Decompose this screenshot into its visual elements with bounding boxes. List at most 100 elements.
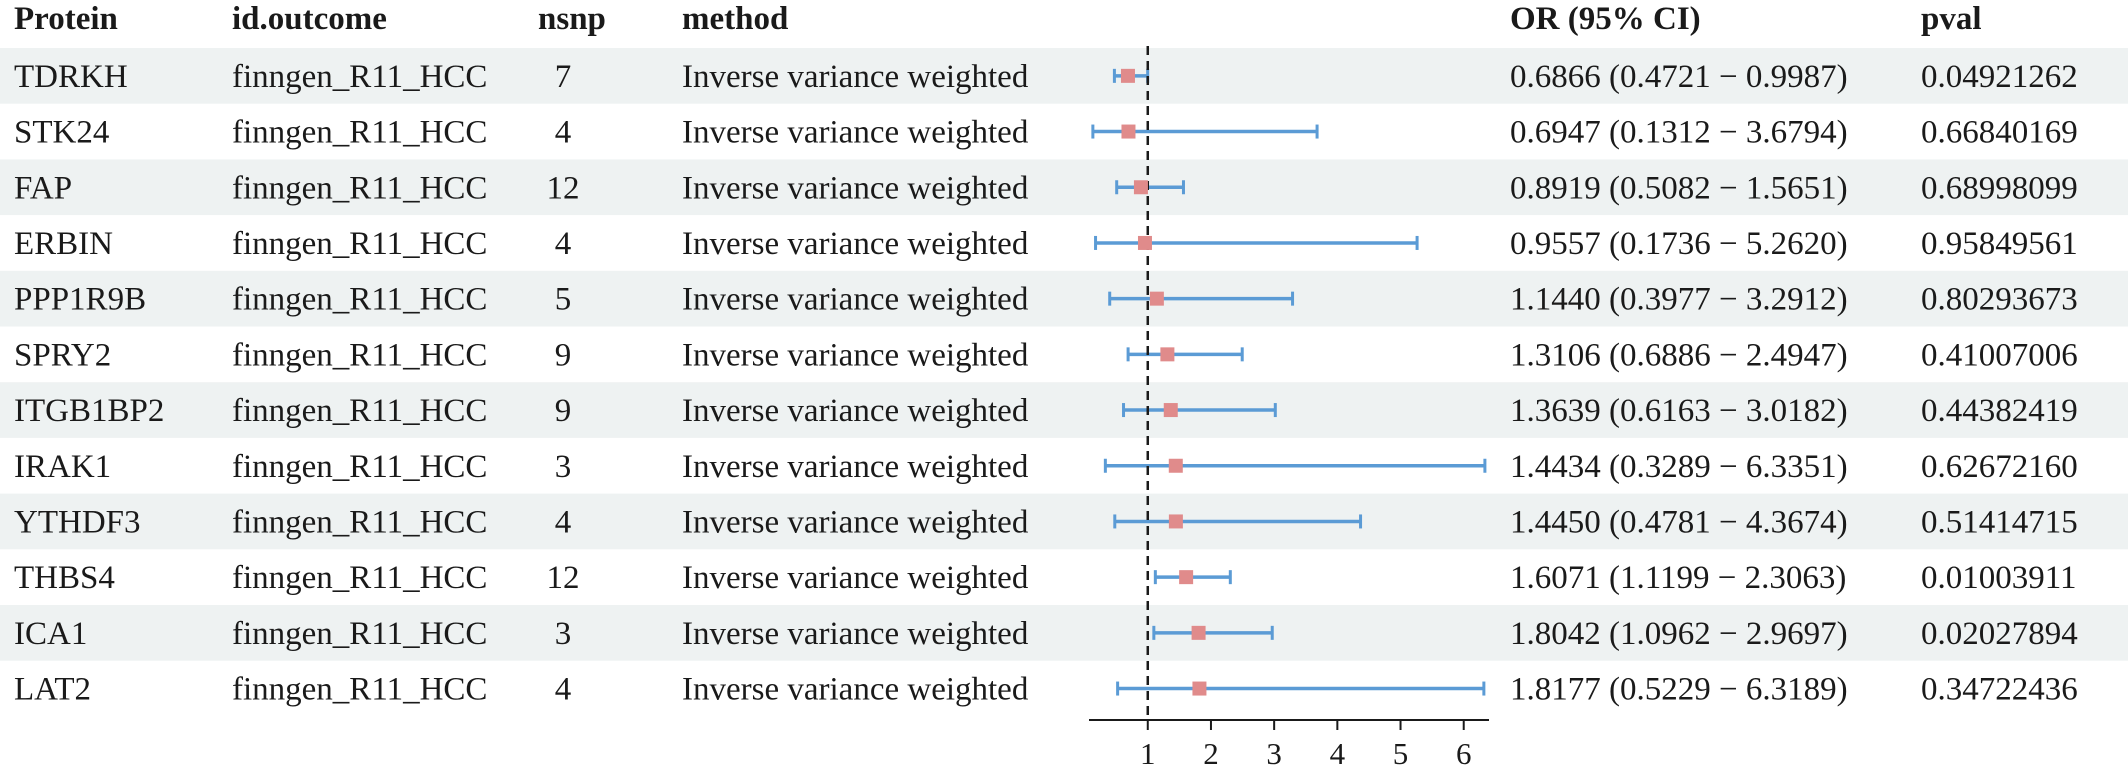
table-row: LAT2 finngen_R11_HCC 4 Inverse variance wei…: [14, 672, 2078, 708]
cell-nsnp: 4: [555, 504, 572, 540]
cell-id-outcome: finngen_R11_HCC: [232, 504, 487, 540]
table-row: TDRKH finngen_R11_HCC 7 Inverse variance we…: [14, 59, 2078, 95]
x-tick-label: 6: [1456, 736, 1472, 771]
cell-or-ci: 1.3106 (0.6886 − 2.4947): [1510, 337, 1848, 373]
cell-id-outcome: finngen_R11_HCC: [232, 115, 487, 151]
cell-id-outcome: finngen_R11_HCC: [232, 59, 487, 95]
cell-method: Inverse variance weighted: [682, 59, 1029, 95]
cell-pval: 0.51414715: [1921, 504, 2078, 540]
cell-protein: IRAK1: [14, 449, 111, 485]
cell-method: Inverse variance weighted: [682, 449, 1029, 485]
x-tick-label: 5: [1393, 736, 1409, 771]
cell-pval: 0.95849561: [1921, 226, 2078, 262]
cell-nsnp: 3: [555, 449, 572, 485]
cell-id-outcome: finngen_R11_HCC: [232, 282, 487, 318]
table-header: Protein id.outcome nsnp method OR (95% C…: [14, 1, 1982, 37]
row-stripe: [0, 382, 2128, 438]
cell-method: Inverse variance weighted: [682, 393, 1029, 429]
point-estimate: [1121, 124, 1136, 139]
cell-or-ci: 1.3639 (0.6163 − 3.0182): [1510, 393, 1848, 429]
cell-method: Inverse variance weighted: [682, 115, 1029, 151]
cell-pval: 0.04921262: [1921, 59, 2078, 95]
point-estimate: [1133, 180, 1148, 195]
cell-nsnp: 9: [555, 393, 572, 429]
cell-protein: STK24: [14, 115, 109, 151]
x-axis: 1 2 3 4 5 6: [1089, 719, 1489, 771]
table-row: FAP finngen_R11_HCC 12 Inverse variance wei…: [14, 170, 2078, 206]
cell-or-ci: 1.8177 (0.5229 − 6.3189): [1510, 672, 1848, 708]
cell-or-ci: 1.4450 (0.4781 − 4.3674): [1510, 504, 1848, 540]
cell-pval: 0.01003911: [1921, 560, 2077, 596]
cell-id-outcome: finngen_R11_HCC: [232, 337, 487, 373]
cell-protein: YTHDF3: [14, 504, 141, 540]
cell-protein: LAT2: [14, 672, 91, 708]
cell-or-ci: 0.9557 (0.1736 − 5.2620): [1510, 226, 1848, 262]
x-axis-ticks: 1 2 3 4 5 6: [1140, 720, 1471, 771]
cell-protein: TDRKH: [14, 59, 128, 95]
point-estimate: [1192, 681, 1207, 696]
point-estimate: [1191, 625, 1206, 640]
cell-pval: 0.02027894: [1921, 616, 2078, 652]
cell-nsnp: 12: [547, 560, 580, 596]
row-stripe: [0, 605, 2128, 661]
point-estimates: [1120, 68, 1207, 696]
cell-id-outcome: finngen_R11_HCC: [232, 672, 487, 708]
table-row: THBS4 finngen_R11_HCC 12 Inverse variance w…: [14, 560, 2077, 596]
cell-nsnp: 5: [555, 282, 572, 318]
table-row: ERBIN finngen_R11_HCC 4 Inverse variance we…: [14, 226, 2078, 262]
cell-protein: ITGB1BP2: [14, 393, 164, 429]
cell-nsnp: 4: [555, 115, 572, 151]
point-estimate: [1163, 403, 1178, 418]
cell-pval: 0.80293673: [1921, 282, 2078, 318]
cell-or-ci: 0.6866 (0.4721 − 0.9987): [1510, 59, 1848, 95]
header-protein: Protein: [14, 1, 118, 37]
cell-protein: SPRY2: [14, 337, 111, 373]
table-row: ICA1 finngen_R11_HCC 3 Inverse variance wei…: [14, 616, 2078, 652]
cell-id-outcome: finngen_R11_HCC: [232, 393, 487, 429]
header-or-ci: OR (95% CI): [1510, 1, 1701, 37]
cell-method: Inverse variance weighted: [682, 337, 1029, 373]
x-tick-label: 1: [1140, 736, 1156, 771]
cell-protein: PPP1R9B: [14, 282, 146, 318]
cell-protein: ERBIN: [14, 226, 113, 262]
header-pval: pval: [1921, 1, 1982, 37]
row-stripe: [0, 159, 2128, 216]
cell-pval: 0.66840169: [1921, 115, 2078, 151]
cell-pval: 0.44382419: [1921, 393, 2078, 429]
cell-or-ci: 1.6071 (1.1199 − 2.3063): [1510, 560, 1846, 596]
cell-or-ci: 0.6947 (0.1312 − 3.6794): [1510, 115, 1848, 151]
point-estimate: [1160, 347, 1175, 362]
cell-method: Inverse variance weighted: [682, 504, 1029, 540]
cell-nsnp: 4: [555, 226, 572, 262]
confidence-intervals: [1091, 68, 1487, 696]
header-nsnp: nsnp: [538, 1, 606, 37]
cell-pval: 0.62672160: [1921, 449, 2078, 485]
cell-method: Inverse variance weighted: [682, 170, 1029, 206]
cell-id-outcome: finngen_R11_HCC: [232, 226, 487, 262]
cell-nsnp: 9: [555, 337, 572, 373]
cell-method: Inverse variance weighted: [682, 282, 1029, 318]
point-estimate: [1120, 68, 1135, 83]
cell-id-outcome: finngen_R11_HCC: [232, 170, 487, 206]
cell-id-outcome: finngen_R11_HCC: [232, 616, 487, 652]
table-row: SPRY2 finngen_R11_HCC 9 Inverse variance we…: [14, 337, 2078, 373]
table-row: ITGB1BP2 finngen_R11_HCC 9 Inverse variance…: [14, 393, 2078, 429]
cell-protein: THBS4: [14, 560, 115, 596]
forest-plot-area: [1091, 46, 1487, 719]
cell-nsnp: 7: [555, 59, 572, 95]
row-stripe: [0, 270, 2128, 327]
cell-pval: 0.41007006: [1921, 337, 2078, 373]
cell-or-ci: 0.8919 (0.5082 − 1.5651): [1510, 170, 1848, 206]
x-tick-label: 3: [1266, 736, 1282, 771]
cell-pval: 0.34722436: [1921, 672, 2078, 708]
row-stripe: [0, 493, 2128, 550]
cell-or-ci: 1.4434 (0.3289 − 6.3351): [1510, 449, 1848, 485]
cell-nsnp: 12: [547, 170, 580, 206]
header-method: method: [682, 1, 788, 37]
cell-method: Inverse variance weighted: [682, 672, 1029, 708]
point-estimate: [1168, 514, 1183, 529]
cell-method: Inverse variance weighted: [682, 616, 1029, 652]
row-stripe: [0, 48, 2128, 104]
cell-nsnp: 4: [555, 672, 572, 708]
